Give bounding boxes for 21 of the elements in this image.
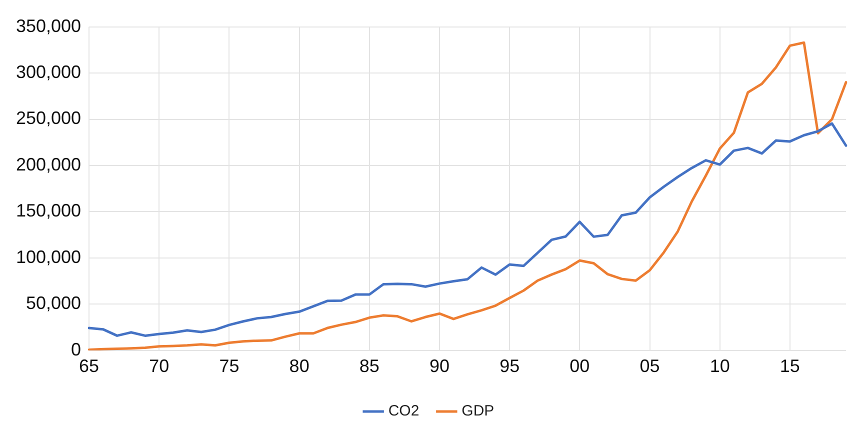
y-tick-label: 0 bbox=[71, 339, 82, 360]
y-tick-label: 250,000 bbox=[16, 108, 82, 128]
x-tick-label: 80 bbox=[289, 356, 310, 376]
x-tick-label: 10 bbox=[710, 356, 730, 376]
y-tick-label: 350,000 bbox=[16, 16, 82, 36]
legend-label: GDP bbox=[462, 402, 494, 420]
x-tick-label: 95 bbox=[500, 356, 520, 376]
x-tick-label: 90 bbox=[429, 356, 450, 376]
x-tick-label: 00 bbox=[570, 356, 590, 376]
x-tick-label: 70 bbox=[149, 356, 170, 376]
y-tick-label: 300,000 bbox=[16, 62, 82, 82]
y-tick-label: 100,000 bbox=[16, 246, 82, 267]
x-tick-label: 85 bbox=[359, 356, 380, 376]
y-tick-label: 150,000 bbox=[16, 200, 82, 221]
y-tick-label: 200,000 bbox=[16, 154, 82, 174]
x-tick-label: 65 bbox=[79, 356, 100, 376]
x-tick-label: 15 bbox=[780, 356, 800, 376]
y-tick-label: 50,000 bbox=[26, 293, 82, 314]
legend-label: CO2 bbox=[388, 402, 420, 420]
x-tick-label: 05 bbox=[640, 356, 660, 376]
x-tick-label: 75 bbox=[219, 356, 240, 376]
